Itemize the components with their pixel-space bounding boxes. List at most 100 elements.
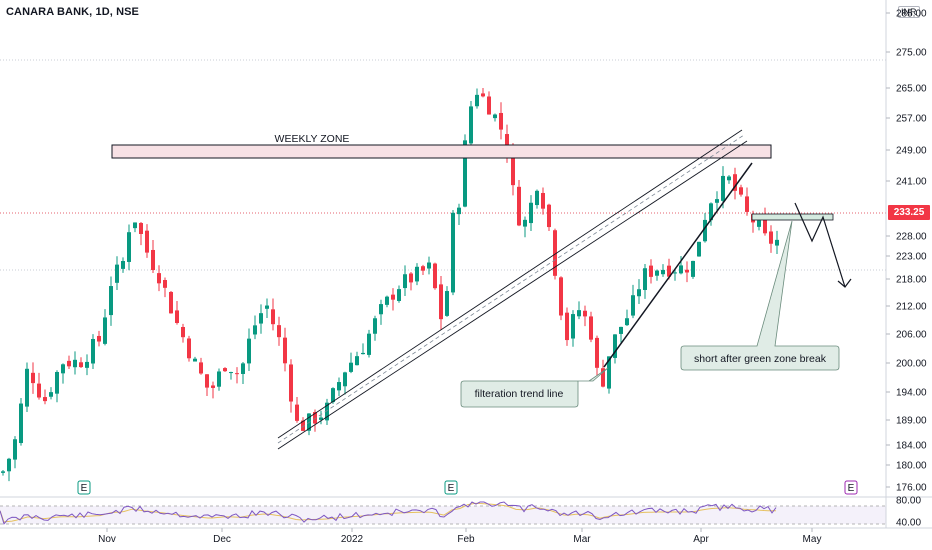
candle <box>139 221 143 246</box>
earnings-marker[interactable]: E <box>77 480 91 495</box>
candle-body <box>265 305 269 309</box>
candle-body <box>373 318 377 334</box>
candle <box>31 362 35 394</box>
candle-body <box>67 360 71 367</box>
price-label: 200.00 <box>896 359 927 370</box>
candle-body <box>631 295 635 316</box>
filteration-callout-box <box>460 367 609 408</box>
price-label: 189.00 <box>896 416 927 427</box>
candle <box>559 276 563 321</box>
candle-body <box>229 372 233 374</box>
candle-body <box>277 325 281 338</box>
candle <box>475 88 479 109</box>
candle <box>733 167 737 200</box>
candle <box>565 307 569 346</box>
candle <box>469 101 473 147</box>
earnings-letter: E <box>448 483 455 494</box>
candle <box>157 265 161 292</box>
candle <box>415 263 419 286</box>
candle <box>499 102 503 140</box>
candle <box>439 275 443 330</box>
earnings-marker[interactable]: E <box>444 480 458 495</box>
candle-body <box>727 176 731 181</box>
candle <box>451 210 455 296</box>
candle <box>79 357 83 369</box>
candle-body <box>697 241 701 257</box>
candle <box>145 224 149 258</box>
candle-body <box>715 199 719 203</box>
candle-body <box>769 231 773 244</box>
candle-body <box>451 212 455 293</box>
candle <box>637 279 641 304</box>
candle <box>529 195 533 231</box>
currency-badge[interactable]: INR <box>898 6 920 18</box>
candle-body <box>535 190 539 206</box>
candle-body <box>361 352 365 355</box>
candle <box>547 203 551 231</box>
candle <box>367 329 371 358</box>
candle <box>355 351 359 366</box>
candle <box>739 184 743 197</box>
candle <box>319 410 323 425</box>
price-label: 218.00 <box>896 275 927 286</box>
candle <box>373 315 377 341</box>
candle-body <box>487 96 491 115</box>
candle <box>655 269 659 281</box>
candle-body <box>115 264 119 283</box>
candle-body <box>385 296 389 305</box>
time-label: Dec <box>213 534 231 545</box>
candle <box>397 285 401 303</box>
price-label: 275.00 <box>896 48 927 59</box>
candle-body <box>409 273 413 283</box>
candle <box>691 260 695 279</box>
rsi-label: 40.00 <box>896 518 921 529</box>
time-label: 2022 <box>341 534 364 545</box>
candle-body <box>187 338 191 359</box>
candle <box>49 387 53 400</box>
candle <box>649 259 653 284</box>
chart-grid <box>0 59 886 271</box>
candle <box>163 277 167 298</box>
candle-body <box>73 359 77 368</box>
candle-body <box>1 471 5 473</box>
earnings-marker[interactable]: E <box>844 480 858 495</box>
drawings: WEEKLY ZONE filteration trend line short a… <box>77 129 858 495</box>
candle-body <box>337 382 341 391</box>
candle-body <box>589 316 593 340</box>
green-zone-box <box>751 213 834 221</box>
candle-body <box>685 269 689 273</box>
candle <box>241 362 245 385</box>
candle-body <box>49 392 53 397</box>
candle <box>205 374 209 397</box>
candle-body <box>103 317 107 344</box>
candle <box>7 457 11 482</box>
candle-body <box>421 266 425 271</box>
candle-body <box>523 219 527 227</box>
candle <box>151 239 155 273</box>
candle <box>115 256 119 290</box>
candle <box>61 363 65 384</box>
candle <box>67 355 71 369</box>
candle <box>607 356 611 394</box>
time-label: Feb <box>457 534 475 545</box>
candle-body <box>283 337 287 364</box>
candle-body <box>181 327 185 338</box>
candle <box>283 327 287 372</box>
candle-body <box>415 266 419 282</box>
candle-body <box>655 270 659 276</box>
candle-body <box>577 310 581 317</box>
candle-body <box>529 202 533 224</box>
candle-body <box>637 289 641 297</box>
candle-body <box>403 274 407 289</box>
candle <box>295 397 299 423</box>
candle <box>433 262 437 290</box>
candle-body <box>445 291 449 316</box>
candle-body <box>565 312 569 341</box>
filteration-callout-text: filteration trend line <box>475 388 564 400</box>
candle <box>85 354 89 376</box>
candle-body <box>517 186 521 226</box>
candle <box>175 301 179 325</box>
candle <box>457 203 461 226</box>
